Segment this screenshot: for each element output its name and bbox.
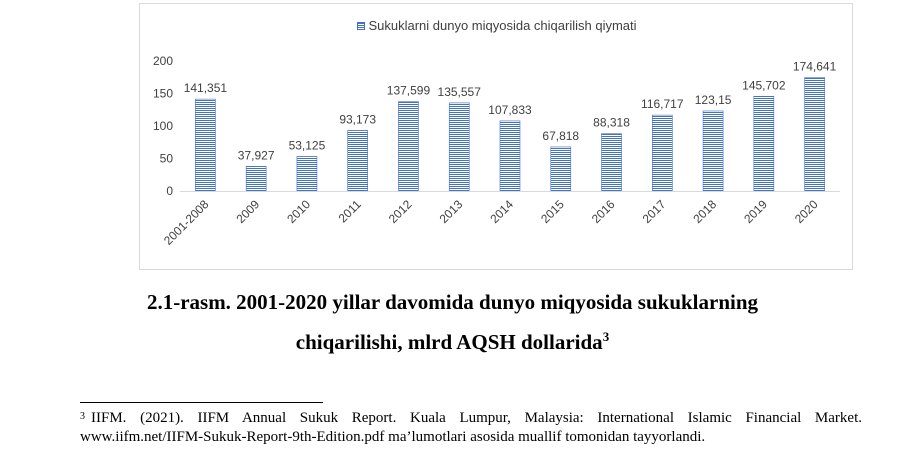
bars	[195, 77, 825, 192]
data-label-2020: 174,641	[793, 59, 837, 73]
bar-2017	[652, 114, 673, 192]
data-label-2010: 53,125	[289, 138, 326, 152]
bar-2010	[296, 156, 318, 192]
legend-label: Sukuklarni dunyo miqyosida chiqarilish q…	[368, 18, 637, 33]
x-tick-label-2020: 2020	[792, 197, 821, 226]
x-tick-label-2011: 2011	[336, 197, 364, 225]
bar-2016	[601, 133, 622, 192]
data-label-2014: 107,833	[488, 103, 532, 117]
y-tick-label: 0	[166, 184, 173, 198]
bar-2020	[804, 77, 825, 192]
data-label-2015: 67,818	[542, 129, 579, 143]
bar-chart: 0 50 100 150 200 141,351 37,927 53,125 93,173 13…	[153, 54, 840, 248]
legend-swatch	[357, 21, 366, 30]
footnote-mark: 3	[80, 411, 85, 422]
figure-caption-line2: chiqarilishi, mlrd AQSH dollarida3	[0, 329, 905, 355]
y-tick-label: 50	[160, 152, 174, 166]
bar-2001-2008	[195, 98, 216, 192]
footnote-text: IIFM. (2021). IIFM Annual Sukuk Report. …	[80, 410, 862, 445]
data-label-2012: 137,599	[387, 84, 431, 98]
footnote-divider	[80, 402, 323, 403]
bar-2018	[702, 110, 724, 192]
x-tick-label-2016: 2016	[589, 197, 618, 226]
bar-2009	[245, 166, 267, 192]
y-tick-label: 100	[153, 119, 173, 133]
bar-2015	[550, 146, 572, 192]
data-label-2011: 93,173	[339, 112, 376, 126]
bar-2012	[398, 101, 419, 192]
footnote: 3 IIFM. (2021). IIFM Annual Sukuk Report.…	[80, 409, 862, 447]
bar-2019	[753, 95, 775, 192]
figure-caption-line1: 2.1-rasm. 2001-2020 yillar davomida duny…	[146, 290, 759, 314]
x-axis: 2001-2008 2009 2010 2011 2012 2013 2014 2015 201…	[161, 191, 840, 248]
x-tick-label-2009: 2009	[233, 197, 262, 226]
data-label-2017: 116,717	[641, 97, 684, 111]
x-tick-label-2019: 2019	[741, 197, 770, 226]
data-label-2016: 88,318	[593, 116, 630, 130]
data-label-2018: 123,15	[695, 93, 732, 107]
bar-2014	[499, 120, 521, 192]
y-tick-label: 150	[153, 87, 173, 101]
data-label-2001-2008: 141,351	[184, 81, 228, 95]
figure-caption-line2-text: chiqarilishi, mlrd AQSH dollarida	[295, 330, 603, 354]
bar-2011	[347, 130, 368, 192]
chart-legend: Sukuklarni dunyo miqyosida chiqarilish q…	[140, 18, 854, 33]
x-tick-label-2017: 2017	[640, 197, 669, 226]
data-labels: 141,351 37,927 53,125 93,173 137,599 135,557 1…	[184, 59, 837, 162]
x-tick-label-2010: 2010	[284, 197, 313, 226]
x-tick-label-2014: 2014	[487, 197, 516, 226]
x-tick-label-2012: 2012	[386, 197, 415, 226]
x-tick-label-2013: 2013	[437, 197, 466, 226]
x-tick-label-2018: 2018	[690, 197, 719, 226]
data-label-2013: 135,557	[438, 85, 482, 99]
x-tick-label-2015: 2015	[538, 197, 567, 226]
chart-container: Sukuklarni dunyo miqyosida chiqarilish q…	[139, 3, 853, 270]
bar-2013	[448, 102, 470, 192]
y-axis: 0 50 100 150 200	[153, 54, 173, 198]
y-tick-label: 200	[153, 54, 173, 68]
data-label-2009: 37,927	[238, 148, 275, 162]
x-tick-label-2001-2008: 2001-2008	[161, 197, 212, 248]
data-label-2019: 145,702	[742, 78, 786, 92]
footnote-reference: 3	[602, 329, 610, 344]
